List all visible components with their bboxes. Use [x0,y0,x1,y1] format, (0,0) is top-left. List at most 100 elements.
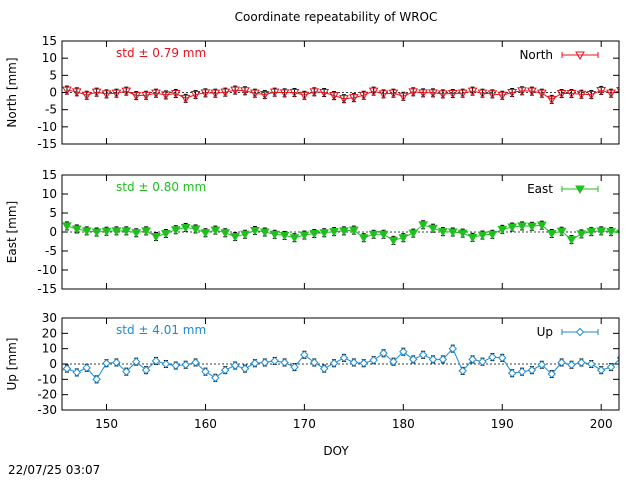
data-point [141,365,151,375]
data-point [447,228,458,238]
data-point [259,91,270,100]
data-point [369,355,378,365]
data-point [447,90,458,99]
data-point [438,355,448,364]
data-point [111,227,122,236]
data-point [62,364,72,373]
east-panel: 15 10 5 0 -5 -10 -15 East [mm] std ± 0.80 mm East [5,168,620,296]
data-point [329,92,339,101]
data-point [260,358,270,367]
data-point [339,95,349,104]
data-point [379,349,388,358]
data-point [279,89,290,98]
y-tick-label: -10 [37,263,57,277]
data-point [438,90,448,99]
data-point [131,229,142,238]
data-point [280,358,289,367]
data-point [448,344,457,353]
data-point [428,89,438,98]
data-point [102,359,111,368]
data-point [478,357,487,366]
data-point [111,89,122,99]
data-point [507,368,517,378]
data-point [122,367,131,376]
x-tick-label: 190 [491,417,514,431]
data-point [309,88,320,97]
data-point [230,86,240,96]
data-point [537,360,547,369]
data-point [230,361,240,370]
data-point [71,88,82,97]
y-tick-label: 30 [42,311,57,325]
data-point [487,90,498,99]
std-annotation: std ± 4.01 mm [116,323,206,337]
data-point [378,90,389,99]
data-point [606,362,616,372]
data-point [279,231,290,241]
north-panel: 15 10 5 0 -5 -10 -15 North [mm] std ± 0.79 mm Nor… [5,34,620,151]
data-point [418,221,428,230]
data-point [587,359,596,369]
data-point [289,234,300,243]
data-point [458,366,467,376]
data-point [310,358,319,367]
y-tick-label: -15 [37,137,57,151]
legend-marker [575,327,585,337]
data-point [566,90,577,99]
data-point [398,92,409,102]
data-point [151,233,161,242]
data-point [220,88,231,98]
data-point [319,364,329,373]
data-point [180,223,191,233]
data-point [497,91,508,101]
x-tick-label: 150 [95,417,118,431]
data-point [190,91,201,100]
data-point [230,233,240,242]
y-tick-label: 10 [42,342,57,356]
data-point [121,87,132,97]
data-point [576,230,587,239]
data-point [556,227,567,237]
data-point [101,227,112,237]
y-tick-label: 5 [49,68,57,82]
x-tick-label: 160 [194,417,217,431]
y-tick-label: 5 [49,206,57,220]
data-point [359,359,368,368]
data-point [408,229,419,239]
chart-panels: 15 10 5 0 -5 -10 -15 North [mm] std ± 0.79 mm Nor… [5,34,620,431]
data-point [329,359,339,368]
plot-frame [61,317,620,411]
y-axis-label: East [mm] [5,201,19,263]
series-line [62,347,619,381]
data-point [477,231,488,241]
data-point [161,91,171,100]
data-point [319,229,330,238]
y-tick-label: -20 [37,388,57,402]
data-point [596,365,606,375]
data-point [428,224,438,234]
legend-label: East [527,182,553,196]
data-point [399,347,408,356]
data-point [348,226,359,236]
data-point [457,89,468,99]
legend-label: North [519,48,553,62]
data-point [349,358,359,367]
data-point [171,361,180,370]
data-point [389,357,398,366]
data-point [378,230,389,240]
data-point [91,88,102,98]
data-point [388,89,399,99]
data-point [309,230,320,239]
data-point [477,89,488,99]
std-annotation: std ± 0.80 mm [116,180,206,194]
data-point [72,368,82,377]
data-point [259,228,270,238]
timestamp: 22/07/25 03:07 [8,463,100,477]
y-tick-label: 20 [42,326,57,340]
data-point [467,87,478,97]
data-point [250,89,260,99]
y-tick-label: -10 [37,120,57,134]
plot-frame [61,174,620,290]
